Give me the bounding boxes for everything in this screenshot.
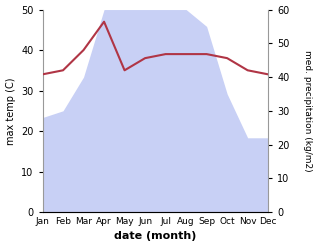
Y-axis label: max temp (C): max temp (C) [5,77,16,144]
Y-axis label: med. precipitation (kg/m2): med. precipitation (kg/m2) [303,50,313,172]
X-axis label: date (month): date (month) [114,231,197,242]
